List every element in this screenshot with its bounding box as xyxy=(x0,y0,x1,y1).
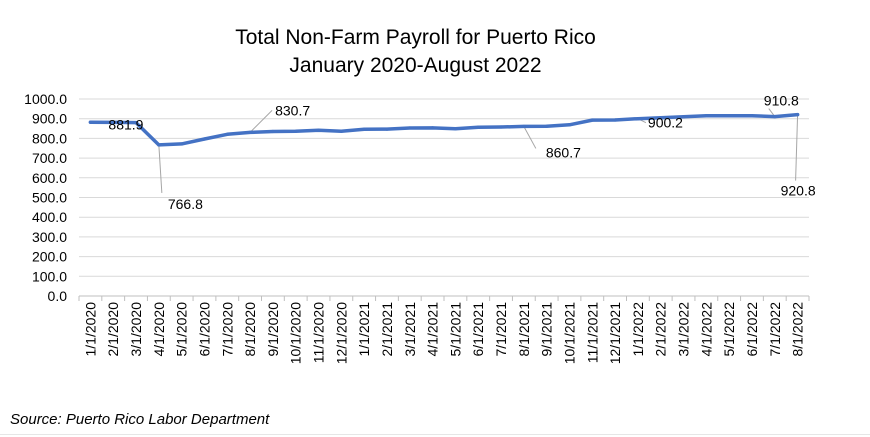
x-tick-label: 6/1/2020 xyxy=(196,302,212,357)
data-point xyxy=(180,142,184,146)
x-tick-label: 12/1/2020 xyxy=(333,302,349,364)
data-point xyxy=(522,124,526,129)
y-axis: 0.0 100.0 200.0 300.0 400.0 500.0 600.0 700.0 80… xyxy=(24,91,67,304)
data-point xyxy=(567,123,572,127)
x-tick-label: 3/1/2020 xyxy=(128,302,144,357)
data-point xyxy=(704,114,708,118)
data-point xyxy=(681,115,686,119)
y-tick-label: 400.0 xyxy=(32,209,67,225)
data-point xyxy=(773,114,777,119)
data-label-leaders xyxy=(158,108,799,193)
y-tick-label: 300.0 xyxy=(32,229,67,245)
chart-title-block: Total Non-Farm Payroll for Puerto Rico J… xyxy=(0,24,831,80)
data-label-leader xyxy=(523,126,537,149)
x-tick-label: 4/1/2021 xyxy=(425,302,441,357)
y-tick-label: 900.0 xyxy=(32,111,67,127)
x-tick-label: 6/1/2021 xyxy=(470,302,486,357)
bottom-divider xyxy=(0,434,870,435)
x-tick-label: 8/1/2022 xyxy=(790,302,806,357)
chart-title: Total Non-Farm Payroll for Puerto Rico xyxy=(235,26,596,49)
x-tick-label: 8/1/2020 xyxy=(242,302,258,357)
payroll-series-line xyxy=(88,112,800,147)
x-tick-label: 10/1/2020 xyxy=(288,302,304,364)
x-tick-label: 7/1/2022 xyxy=(767,302,783,357)
data-point xyxy=(339,129,343,133)
data-point xyxy=(408,126,412,130)
data-point xyxy=(590,118,594,122)
y-tick-label: 700.0 xyxy=(32,150,67,166)
x-tick-label: 4/1/2022 xyxy=(698,302,714,357)
data-point xyxy=(476,125,480,129)
gridlines xyxy=(79,98,809,277)
x-tick-label: 1/1/2022 xyxy=(630,302,646,357)
data-point xyxy=(134,121,138,125)
x-tick-label: 10/1/2021 xyxy=(561,302,577,364)
x-tick-label: 7/1/2020 xyxy=(219,302,235,357)
x-tick-label: 2/1/2022 xyxy=(653,302,669,357)
data-point xyxy=(157,143,161,147)
data-label-leader xyxy=(795,114,799,181)
x-tick-label: 9/1/2021 xyxy=(539,302,555,357)
x-tick-label: 3/1/2022 xyxy=(676,302,692,357)
data-label: 830.7 xyxy=(275,102,310,118)
y-tick-label: 800.0 xyxy=(32,130,67,146)
series-group xyxy=(88,112,800,147)
x-tick-label: 2/1/2021 xyxy=(379,302,395,357)
x-tick-label: 1/1/2021 xyxy=(356,302,372,357)
data-point xyxy=(613,118,617,122)
data-point xyxy=(271,129,275,134)
data-label-leader xyxy=(249,109,273,133)
data-label: 860.7 xyxy=(546,144,581,160)
data-point xyxy=(88,120,93,124)
y-tick-label: 500.0 xyxy=(32,190,67,206)
chart-subtitle: January 2020-August 2022 xyxy=(289,54,542,77)
data-labels: 881.9 766.8 830.7 860.7 900.2 910.8 920.8 xyxy=(108,93,815,212)
data-point xyxy=(248,130,252,134)
data-label-leader xyxy=(158,144,163,193)
x-tick-label: 3/1/2021 xyxy=(402,302,418,357)
data-point xyxy=(362,127,366,131)
data-point xyxy=(636,117,640,121)
x-tick-label: 5/1/2021 xyxy=(447,302,463,357)
data-label: 881.9 xyxy=(108,116,143,132)
y-tick-label: 200.0 xyxy=(32,249,67,265)
y-tick-label: 1000.0 xyxy=(24,91,67,107)
data-point xyxy=(545,124,549,128)
x-tick-label: 8/1/2021 xyxy=(516,302,532,357)
data-point xyxy=(750,114,754,118)
data-point xyxy=(499,125,503,129)
x-tick-label: 11/1/2021 xyxy=(584,302,600,363)
data-point xyxy=(727,114,731,118)
x-tick-label: 7/1/2021 xyxy=(493,302,509,357)
x-tick-label: 5/1/2020 xyxy=(174,302,190,357)
y-tick-label: 600.0 xyxy=(32,170,67,186)
data-label: 766.8 xyxy=(168,196,203,212)
data-label: 900.2 xyxy=(648,115,683,131)
x-tick-label: 11/1/2020 xyxy=(311,302,327,363)
data-point xyxy=(202,137,207,141)
data-point xyxy=(795,113,800,117)
x-tick-label: 12/1/2021 xyxy=(607,302,623,364)
y-tick-label: 100.0 xyxy=(32,268,67,284)
x-tick-label: 9/1/2020 xyxy=(265,302,281,357)
x-axis: 1/1/2020 2/1/2020 3/1/2020 4/1/2020 5/1/2020… xyxy=(78,295,810,364)
data-label: 920.8 xyxy=(781,183,816,199)
data-point xyxy=(294,129,298,133)
x-tick-label: 5/1/2022 xyxy=(721,302,737,357)
source-note: Source: Puerto Rico Labor Department xyxy=(10,411,270,428)
x-tick-label: 6/1/2022 xyxy=(744,302,760,357)
x-tick-label: 2/1/2020 xyxy=(105,302,121,357)
data-point xyxy=(225,132,229,136)
payroll-line-chart: 0.0 100.0 200.0 300.0 400.0 500.0 600.0 700.0 80… xyxy=(24,91,816,364)
data-point xyxy=(453,127,458,131)
x-tick-label: 1/1/2020 xyxy=(82,302,98,357)
data-point xyxy=(385,127,389,131)
data-label: 910.8 xyxy=(764,93,799,109)
y-tick-label: 0.0 xyxy=(48,288,68,304)
data-point xyxy=(111,120,115,125)
x-tick-label: 4/1/2020 xyxy=(151,302,167,357)
data-point xyxy=(659,116,663,120)
data-point xyxy=(316,128,321,132)
data-point xyxy=(430,126,435,130)
